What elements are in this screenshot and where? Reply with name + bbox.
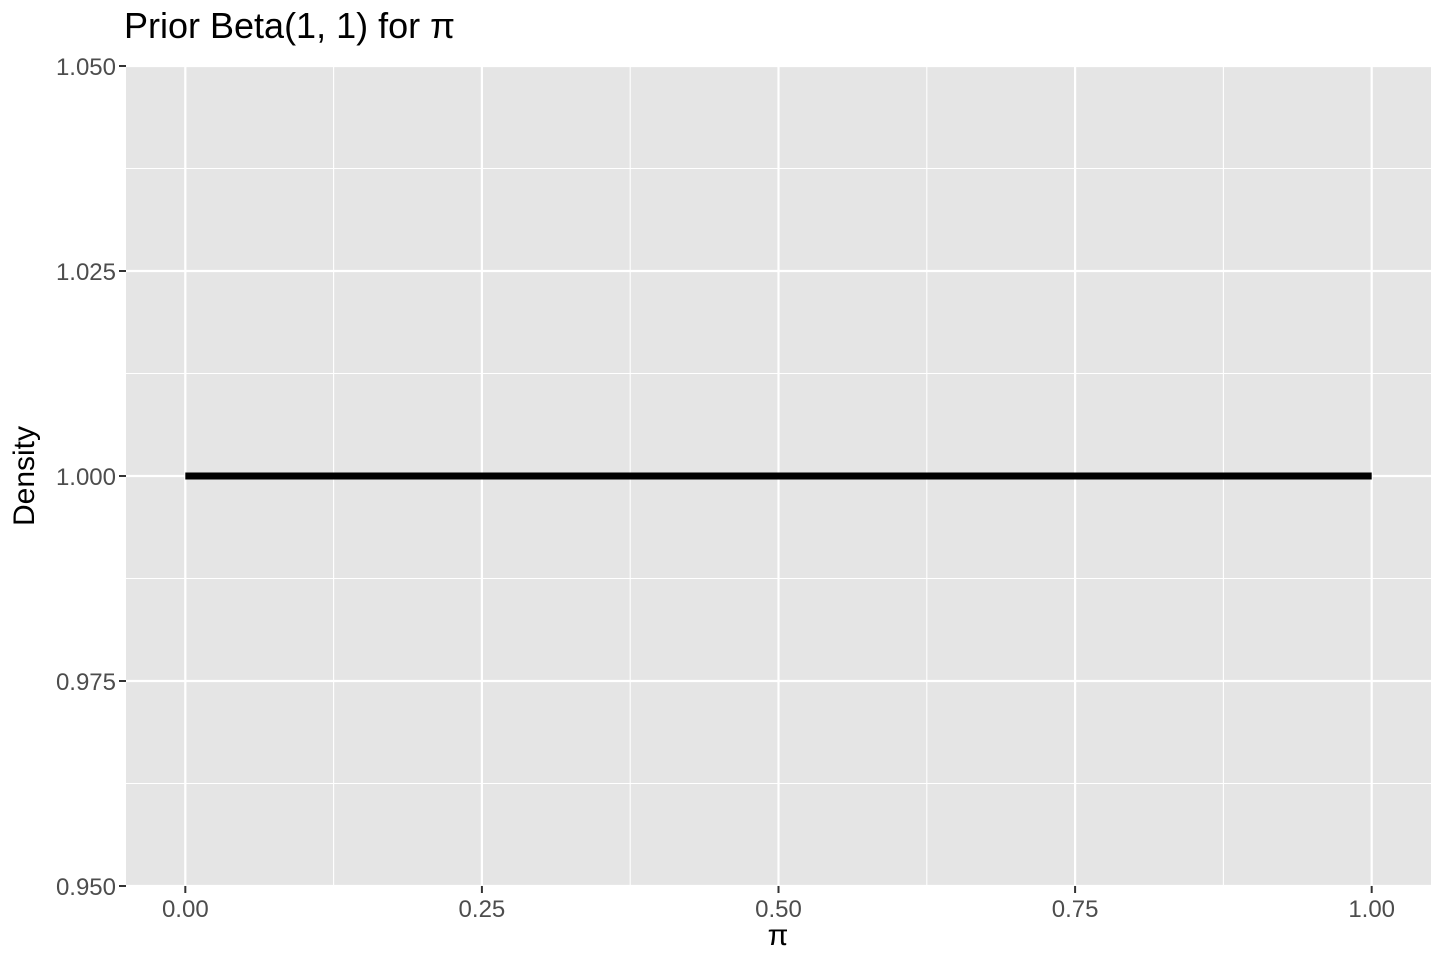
y-tick-label: 0.950 bbox=[56, 874, 116, 901]
x-axis-title: π bbox=[768, 919, 789, 952]
x-axis: 0.00 0.25 0.50 0.75 1.00 bbox=[162, 886, 1395, 923]
y-axis: 0.950 0.975 1.000 1.025 1.050 bbox=[56, 54, 126, 901]
y-tick-label: 1.000 bbox=[56, 464, 116, 491]
y-axis-title: Density bbox=[8, 426, 41, 526]
x-tick-label: 0.50 bbox=[755, 896, 802, 923]
x-tick-label: 1.00 bbox=[1348, 896, 1395, 923]
chart-title: Prior Beta(1, 1) for π bbox=[124, 5, 455, 46]
x-tick-label: 0.00 bbox=[162, 896, 209, 923]
y-tick-label: 1.025 bbox=[56, 259, 116, 286]
x-tick-label: 0.75 bbox=[1052, 896, 1099, 923]
y-tick-label: 0.975 bbox=[56, 669, 116, 696]
y-tick-label: 1.050 bbox=[56, 54, 116, 81]
x-tick-label: 0.25 bbox=[459, 896, 506, 923]
